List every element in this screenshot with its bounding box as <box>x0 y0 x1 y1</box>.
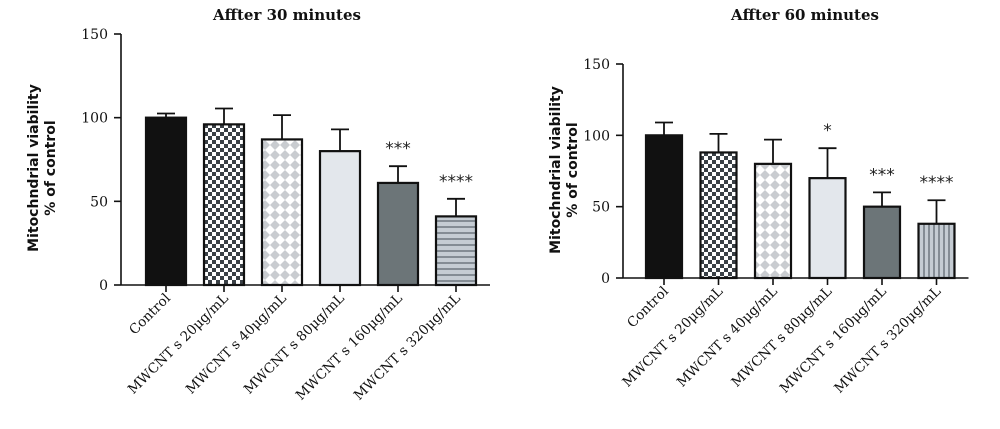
bar <box>260 138 304 287</box>
category-label: MWCNT s 160μg/mL <box>777 283 890 396</box>
bar <box>699 151 738 280</box>
category-label: MWCNT s 80μg/mL <box>728 283 835 390</box>
y-tick-label: 150 <box>583 57 610 73</box>
y-tick-label: 0 <box>601 271 610 287</box>
category-label: MWCNT s 320μg/mL <box>351 290 464 403</box>
chart-panel-60min: Affter 60 minutes Mitochndrial viability… <box>548 6 969 397</box>
bar <box>644 134 684 280</box>
category-label: MWCNT s 160μg/mL <box>293 290 406 403</box>
y-tick-label: 50 <box>90 194 108 210</box>
y-tick-label: 100 <box>81 111 108 127</box>
bar <box>202 123 246 287</box>
bar <box>917 222 956 280</box>
bar <box>434 215 478 287</box>
y-tick-label: 100 <box>583 128 610 144</box>
category-label: MWCNT s 20μg/mL <box>619 283 726 390</box>
significance-marker: **** <box>439 172 473 192</box>
category-label: MWCNT s 20μg/mL <box>125 290 232 397</box>
category-label: Control <box>624 284 672 332</box>
y-axis-label-unit: % of control <box>565 122 581 217</box>
significance-marker: **** <box>920 173 954 193</box>
chart-panel-30min: Affter 30 minutes Mitochndrial viability… <box>26 6 490 404</box>
category-label: MWCNT s 40μg/mL <box>183 290 290 397</box>
bar <box>318 150 362 287</box>
chart-title: Affter 30 minutes <box>212 6 361 24</box>
significance-marker: * <box>823 121 832 141</box>
y-tick-label: 50 <box>592 200 610 216</box>
bar <box>862 205 902 280</box>
chart-title: Affter 60 minutes <box>730 6 879 24</box>
y-tick-label: 0 <box>99 278 108 294</box>
y-axis-label-unit: % of control <box>43 120 59 215</box>
y-axis-label: Mitochndrial viability <box>26 84 42 252</box>
y-axis-label: Mitochndrial viability <box>548 86 564 254</box>
category-label: MWCNT s 80μg/mL <box>241 290 348 397</box>
category-label: Control <box>126 291 174 339</box>
bar <box>144 116 188 287</box>
significance-marker: *** <box>385 139 411 159</box>
bar <box>753 162 793 280</box>
bar <box>376 181 420 287</box>
category-label: MWCNT s 320μg/mL <box>831 283 944 396</box>
category-label: MWCNT s 40μg/mL <box>674 283 781 390</box>
y-tick-label: 150 <box>81 27 108 43</box>
bar <box>808 177 847 280</box>
significance-marker: *** <box>869 165 895 185</box>
